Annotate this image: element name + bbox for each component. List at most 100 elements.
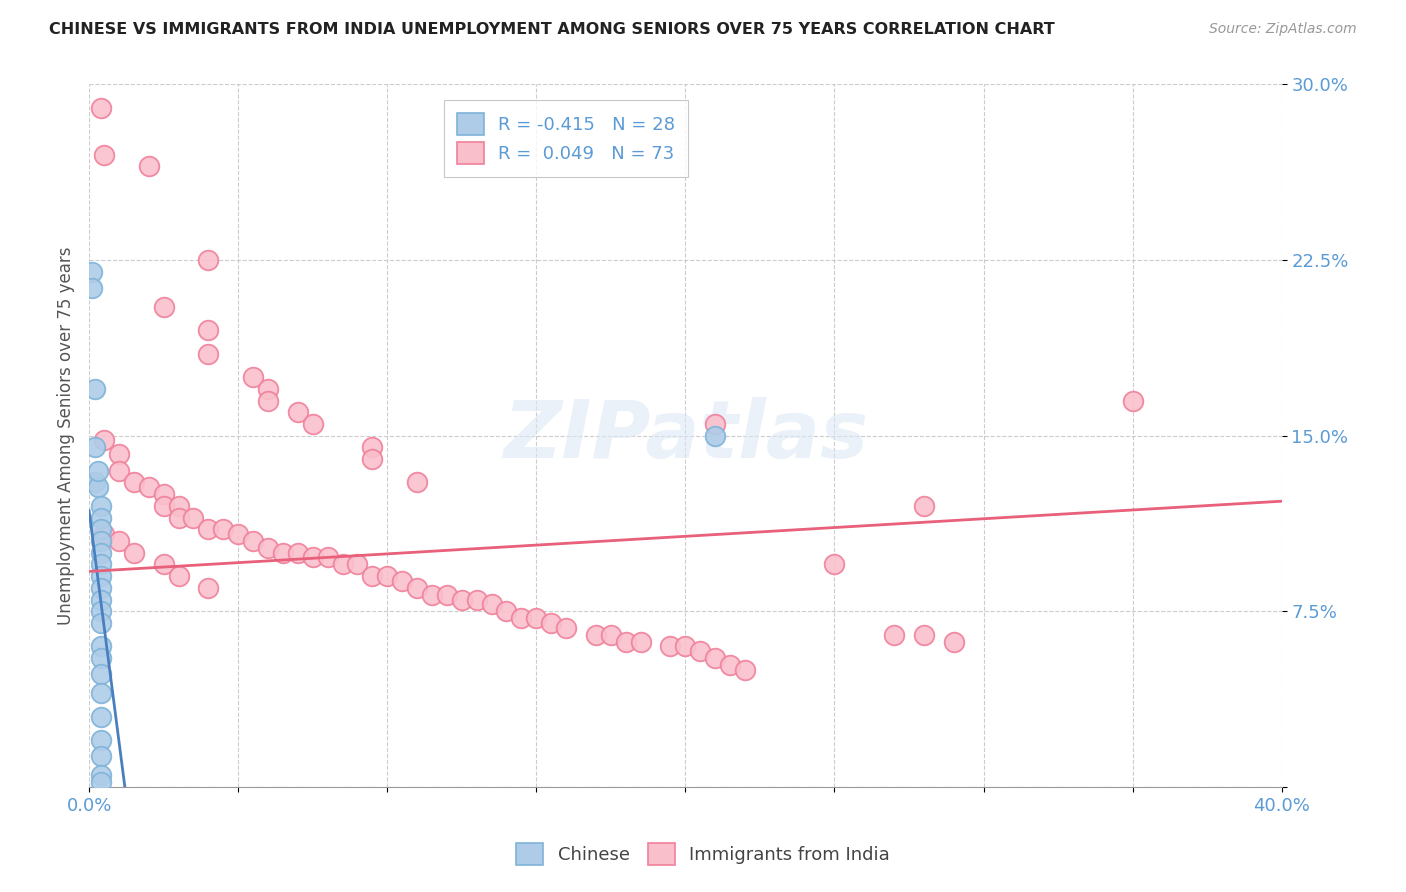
Point bbox=[391, 574, 413, 588]
Point bbox=[80, 265, 103, 279]
Point bbox=[257, 393, 280, 408]
Point bbox=[375, 569, 398, 583]
Point bbox=[197, 323, 219, 337]
Point bbox=[406, 581, 429, 595]
Point bbox=[912, 627, 935, 641]
Point bbox=[108, 447, 131, 461]
Point bbox=[167, 569, 190, 583]
Legend: Chinese, Immigrants from India: Chinese, Immigrants from India bbox=[509, 836, 897, 872]
Point bbox=[242, 370, 264, 384]
Point bbox=[361, 569, 384, 583]
Point bbox=[90, 499, 112, 513]
Point bbox=[481, 597, 503, 611]
Point bbox=[152, 558, 174, 572]
Point bbox=[450, 592, 472, 607]
Point bbox=[90, 510, 112, 524]
Point bbox=[197, 253, 219, 268]
Text: ZIPatlas: ZIPatlas bbox=[503, 397, 868, 475]
Point bbox=[257, 382, 280, 396]
Point bbox=[689, 644, 711, 658]
Point bbox=[90, 686, 112, 700]
Point bbox=[90, 667, 112, 681]
Point bbox=[332, 558, 354, 572]
Point bbox=[420, 588, 443, 602]
Point bbox=[718, 658, 741, 673]
Point bbox=[734, 663, 756, 677]
Point bbox=[90, 546, 112, 560]
Point bbox=[436, 588, 458, 602]
Point bbox=[212, 522, 235, 536]
Point bbox=[704, 417, 727, 431]
Point bbox=[197, 581, 219, 595]
Point bbox=[346, 558, 368, 572]
Point bbox=[84, 382, 107, 396]
Point bbox=[301, 550, 323, 565]
Point bbox=[90, 101, 112, 115]
Point bbox=[287, 405, 309, 419]
Point bbox=[90, 581, 112, 595]
Point bbox=[90, 709, 112, 723]
Point bbox=[90, 522, 112, 536]
Point bbox=[87, 480, 110, 494]
Point bbox=[495, 604, 517, 618]
Point bbox=[659, 640, 682, 654]
Text: Source: ZipAtlas.com: Source: ZipAtlas.com bbox=[1209, 22, 1357, 37]
Point bbox=[226, 527, 249, 541]
Point bbox=[80, 281, 103, 295]
Point bbox=[108, 464, 131, 478]
Point bbox=[197, 347, 219, 361]
Point bbox=[257, 541, 280, 555]
Point bbox=[361, 452, 384, 467]
Point bbox=[167, 499, 190, 513]
Point bbox=[704, 651, 727, 665]
Point bbox=[406, 475, 429, 490]
Point bbox=[242, 534, 264, 549]
Point bbox=[301, 417, 323, 431]
Point bbox=[90, 569, 112, 583]
Point bbox=[90, 733, 112, 747]
Point bbox=[183, 510, 205, 524]
Point bbox=[108, 534, 131, 549]
Point bbox=[614, 634, 637, 648]
Point bbox=[93, 434, 115, 448]
Point bbox=[138, 480, 160, 494]
Point bbox=[90, 592, 112, 607]
Point bbox=[555, 621, 578, 635]
Point bbox=[510, 611, 533, 625]
Point bbox=[271, 546, 294, 560]
Point bbox=[152, 487, 174, 501]
Point bbox=[90, 615, 112, 630]
Point bbox=[90, 534, 112, 549]
Point bbox=[90, 768, 112, 782]
Point bbox=[673, 640, 696, 654]
Point bbox=[630, 634, 652, 648]
Point bbox=[361, 441, 384, 455]
Point bbox=[90, 558, 112, 572]
Point bbox=[152, 499, 174, 513]
Point bbox=[912, 499, 935, 513]
Point bbox=[138, 160, 160, 174]
Point bbox=[524, 611, 547, 625]
Point bbox=[540, 615, 562, 630]
Text: CHINESE VS IMMIGRANTS FROM INDIA UNEMPLOYMENT AMONG SENIORS OVER 75 YEARS CORREL: CHINESE VS IMMIGRANTS FROM INDIA UNEMPLO… bbox=[49, 22, 1054, 37]
Point bbox=[704, 428, 727, 442]
Point bbox=[942, 634, 965, 648]
Point bbox=[883, 627, 905, 641]
Point bbox=[152, 300, 174, 314]
Point bbox=[84, 441, 107, 455]
Point bbox=[465, 592, 488, 607]
Point bbox=[599, 627, 621, 641]
Point bbox=[90, 775, 112, 789]
Point bbox=[90, 640, 112, 654]
Point bbox=[167, 510, 190, 524]
Point bbox=[87, 464, 110, 478]
Point bbox=[824, 558, 846, 572]
Y-axis label: Unemployment Among Seniors over 75 years: Unemployment Among Seniors over 75 years bbox=[58, 246, 75, 625]
Point bbox=[197, 522, 219, 536]
Point bbox=[93, 147, 115, 161]
Point bbox=[84, 475, 107, 490]
Point bbox=[316, 550, 339, 565]
Point bbox=[1122, 393, 1144, 408]
Point bbox=[122, 546, 145, 560]
Point bbox=[93, 527, 115, 541]
